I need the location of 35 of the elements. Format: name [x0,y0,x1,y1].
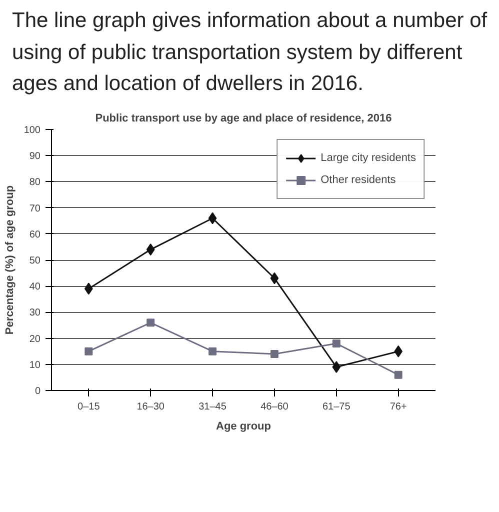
y-tick-label: 20 [29,333,41,344]
point [146,243,155,256]
x-tick-label: 76+ [390,401,407,412]
y-tick-label: 100 [24,124,41,136]
point [394,344,403,357]
x-axis-title: Age group [216,420,272,432]
point [332,360,341,373]
legend-label: Large city residents [320,152,416,164]
y-tick-label: 10 [29,359,41,370]
point [270,349,278,358]
x-tick-label: 0–15 [78,401,100,412]
y-tick-label: 50 [29,255,41,266]
x-tick-label: 61–75 [322,401,351,412]
x-tick-label: 16–30 [136,401,165,412]
point [146,318,155,326]
chart-title: The line graph gives information about a number of using of public transportation system by different ages and location of dwellers in 2016. [12,8,488,97]
point [270,272,279,284]
point [208,346,217,355]
x-tick-label: 31–45 [198,401,227,412]
y-tick-label: 80 [29,176,41,188]
point [394,370,402,378]
x-tick-label: 46–60 [260,401,289,412]
y-tick-label: 40 [29,281,41,292]
y-tick-label: 0 [34,386,41,396]
chart-subtitle: Public transport use by age and place of residence, 2016 [95,112,392,124]
y-axis-title: Percentage (%) of age group [4,184,16,334]
point [332,339,340,348]
y-tick-label: 30 [29,307,41,318]
point [84,282,93,294]
legend-label: Other residents [320,174,396,186]
y-tick-label: 90 [29,150,41,162]
y-tick-label: 60 [29,228,41,240]
point [208,212,217,224]
point [84,346,93,355]
y-tick-label: 70 [29,202,41,214]
